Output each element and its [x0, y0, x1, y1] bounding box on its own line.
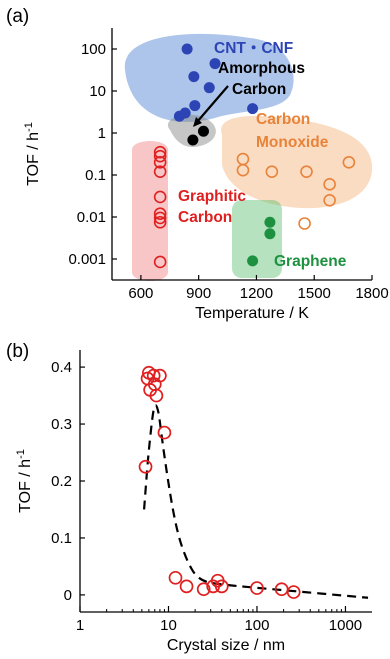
panel-b-y-tick-label: 0.3: [51, 416, 72, 433]
panel-b-y-axis-title-exponent: -1: [15, 449, 27, 459]
panel-b-points: [140, 367, 300, 598]
panel-b-point: [140, 461, 152, 473]
panel-b: (b) 0 0.1 0.2 0.3 0.4 1 10 100 1000 Crystal size /…: [6, 341, 372, 654]
point-graphene: [264, 228, 275, 239]
series-label-graphitic-carbon: Carbon: [178, 209, 232, 226]
panel-b-y-tick-label: 0.4: [51, 359, 72, 376]
series-label-cnt-cnf: CNT・CNF: [214, 40, 293, 57]
panel-b-point: [158, 427, 170, 439]
series-label-graphene: Graphene: [274, 253, 347, 270]
series-label-graphitic-carbon: Graphitic: [178, 188, 246, 205]
panel-a-y-tick-label: 100: [81, 41, 106, 58]
series-label-amorphous-carbon: Amorphous: [218, 60, 305, 77]
point-graphene: [264, 217, 275, 228]
panel-a-x-axis-title: Temperature / K: [195, 305, 309, 322]
panel-b-point: [169, 572, 181, 584]
panel-a-x-tick-label: 1200: [240, 285, 273, 302]
panel-a-y-tick-label: 10: [89, 83, 106, 100]
panel-a-y-tick-label: 0.1: [85, 167, 106, 184]
point-cnt-cnf: [182, 44, 193, 55]
series-label-carbon-monoxide: Carbon: [256, 111, 310, 128]
panel-a-y-tick-label: 0.01: [77, 209, 106, 226]
point-amorphous-carbon: [198, 126, 209, 137]
panel-b-x-axis-title: Crystal size / nm: [167, 637, 285, 654]
panel-a-y-tick-label: 1: [98, 125, 106, 142]
panel-b-y-tick-label: 0.2: [51, 473, 72, 490]
panel-b-x-tick-label: 1000: [329, 617, 362, 634]
panel-b-x-tick-label: 100: [244, 617, 269, 634]
series-label-amorphous-carbon: Carbon: [232, 81, 286, 98]
panel-a-x-tick-label: 1800: [355, 285, 388, 302]
panel-a: (a) 100 10 1 0.1 0.01 0.001 600 900 1200 1500 1800 T…: [6, 6, 389, 322]
panel-label-a: (a): [6, 6, 29, 27]
panel-a-x-tick-label: 600: [128, 285, 153, 302]
panel-b-trend-line: [144, 405, 368, 597]
panel-b-y-axis-title: TOF / h-1: [15, 449, 34, 513]
panel-b-y-tick-label: 0: [64, 587, 72, 604]
point-carbon-monoxide: [299, 218, 310, 229]
panel-a-y-axis-title-exponent: -1: [23, 122, 35, 132]
panel-a-x-tick-label: 900: [186, 285, 211, 302]
panel-b-y-tick-label: 0.1: [51, 530, 72, 547]
panel-b-x-tick-label: 1: [76, 617, 84, 634]
point-cnt-cnf: [189, 100, 200, 111]
panel-label-b: (b): [6, 341, 29, 362]
panel-b-point: [181, 580, 193, 592]
point-cnt-cnf: [180, 107, 191, 118]
panel-a-y-tick-label: 0.001: [68, 251, 106, 268]
panel-b-x-tick-label: 10: [160, 617, 177, 634]
point-cnt-cnf: [204, 82, 215, 93]
panel-b-fit: [144, 405, 368, 597]
panel-a-y-axis-title: TOF / h-1: [23, 122, 42, 186]
point-cnt-cnf: [188, 71, 199, 82]
point-graphene: [247, 255, 258, 266]
point-amorphous-carbon: [187, 135, 198, 146]
panel-a-x-tick-label: 1500: [298, 285, 331, 302]
panel-b-axes: (b) 0 0.1 0.2 0.3 0.4 1 10 100 1000 Crystal size /…: [6, 341, 372, 654]
series-label-carbon-monoxide: Monoxide: [256, 134, 329, 151]
